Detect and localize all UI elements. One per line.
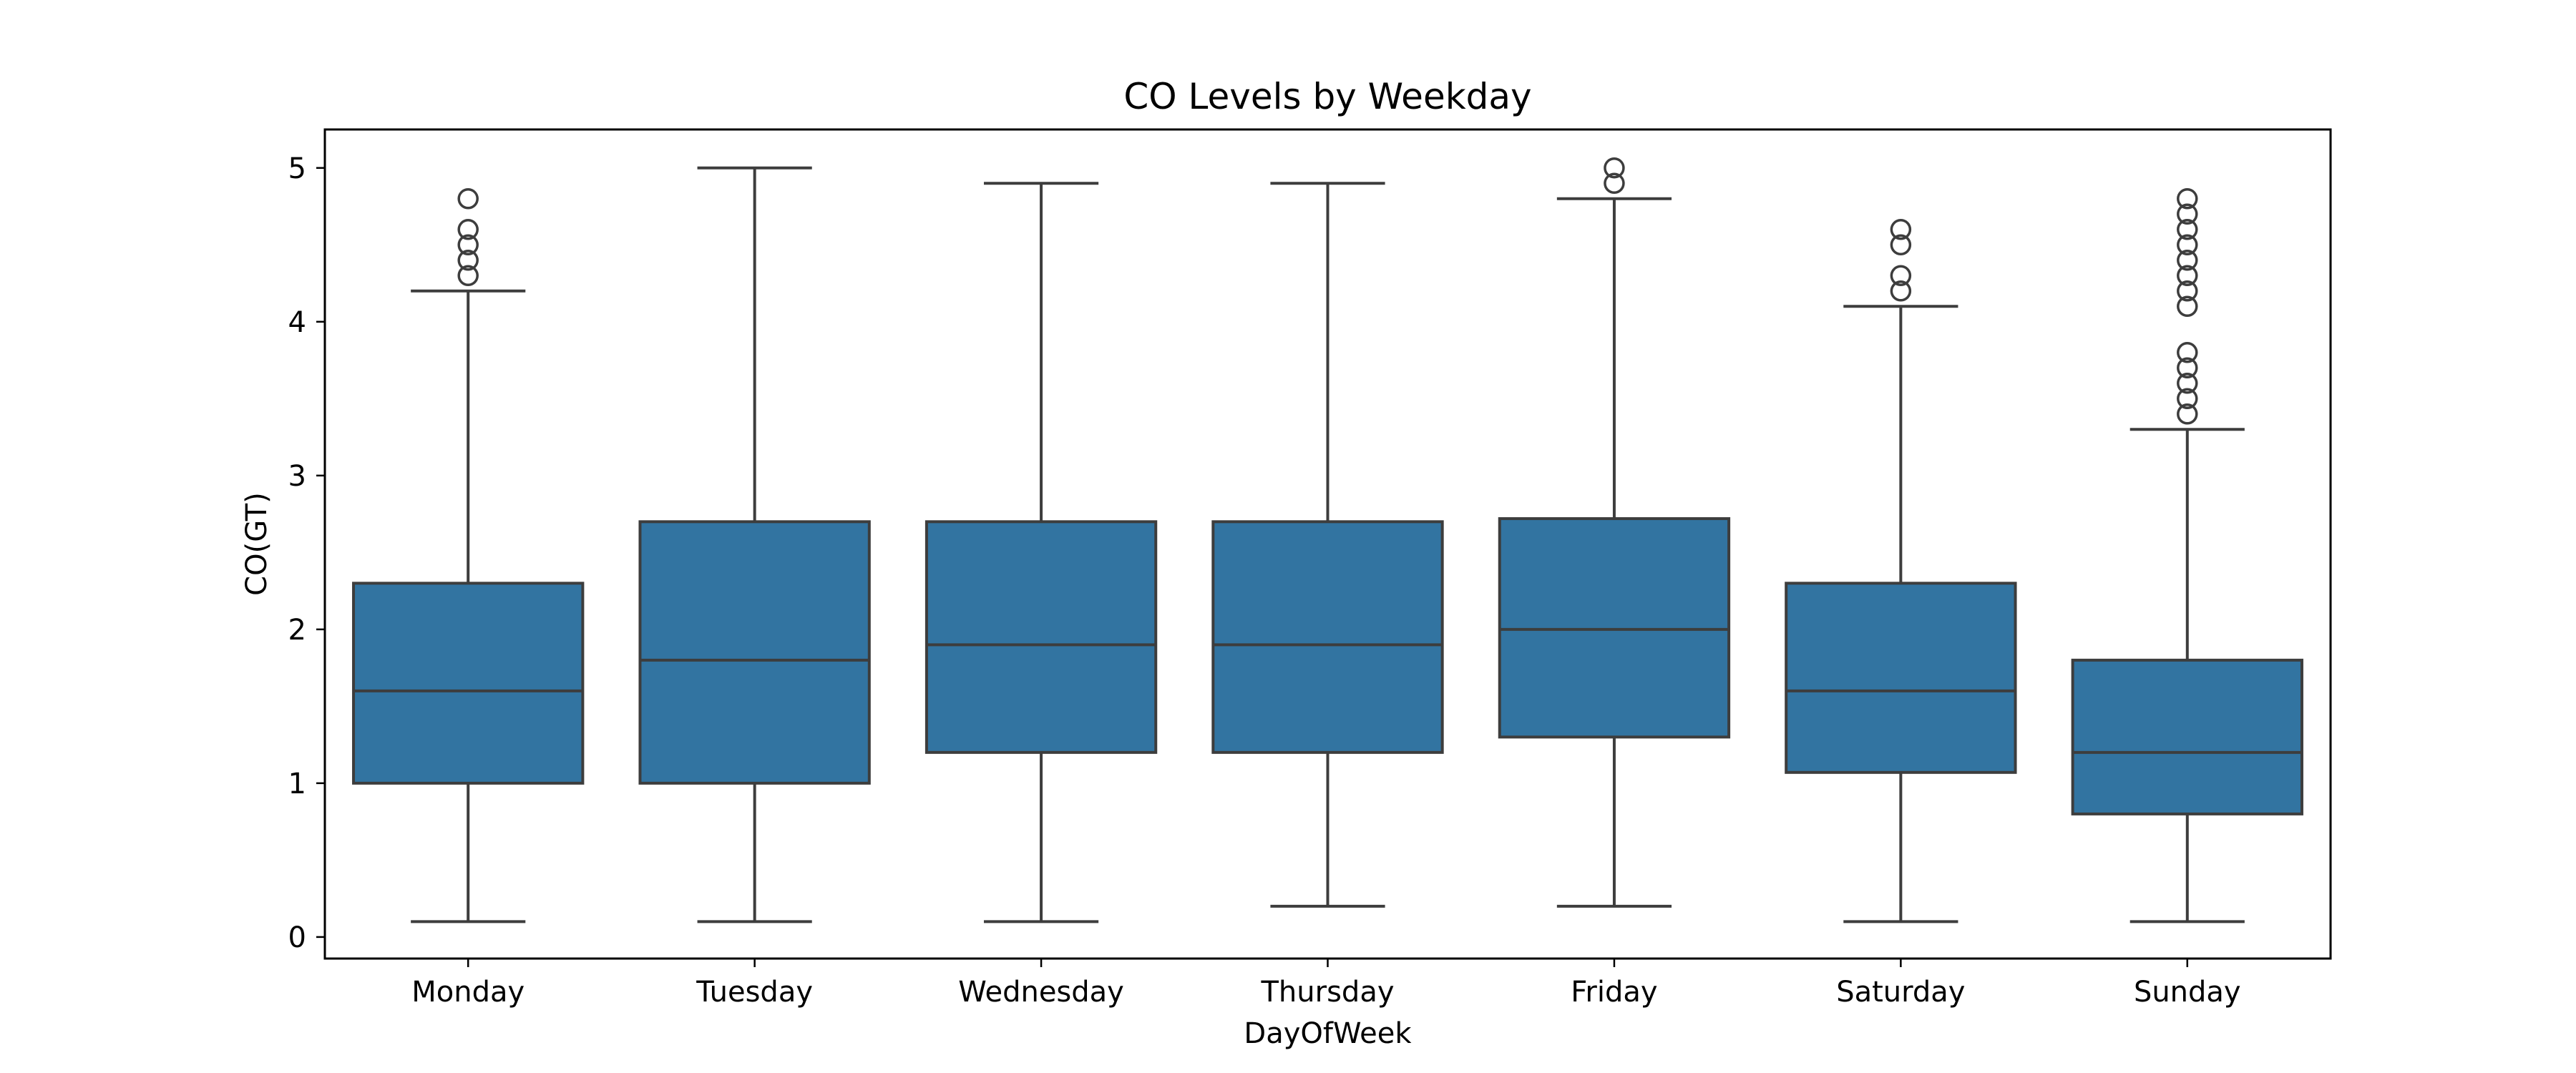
outlier-point <box>1604 157 1625 179</box>
x-tick-label: Thursday <box>1261 976 1395 1009</box>
outlier-point <box>1890 280 1912 302</box>
box-iqr <box>1211 520 1444 754</box>
box-group-friday <box>1498 157 1731 908</box>
box-iqr <box>352 582 585 785</box>
chart-title: CO Levels by Weekday <box>1123 76 1531 117</box>
box-group-thursday <box>1211 182 1444 908</box>
outlier-point <box>1890 234 1912 256</box>
outlier-point <box>2177 188 2198 210</box>
box-iqr <box>2071 658 2303 815</box>
x-axis-label: DayOfWeek <box>1244 1017 1412 1050</box>
outlier-point <box>2177 203 2198 225</box>
outlier-point <box>457 234 479 256</box>
y-tick-label: 4 <box>288 306 306 339</box>
x-tick-label: Sunday <box>2134 976 2241 1009</box>
x-tick-label: Wednesday <box>958 976 1124 1009</box>
outlier-point <box>2177 388 2198 410</box>
box-iqr <box>638 520 871 785</box>
box-iqr <box>924 520 1158 754</box>
box-iqr <box>1498 517 1731 739</box>
outlier-point <box>2177 219 2198 240</box>
plot-frame <box>323 128 2332 960</box>
outlier-point <box>2177 234 2198 256</box>
outlier-point <box>1604 172 1625 195</box>
outlier-point <box>457 265 479 287</box>
outlier-point <box>2177 403 2198 425</box>
outlier-point <box>1890 219 1912 240</box>
outlier-point <box>1890 265 1912 287</box>
y-tick-label: 3 <box>288 460 306 493</box>
x-tick-label: Friday <box>1571 976 1657 1009</box>
box-group-sunday <box>2071 188 2303 923</box>
outlier-point <box>2177 280 2198 302</box>
y-axis-label: CO(GT) <box>240 492 273 596</box>
box-group-tuesday <box>638 166 871 923</box>
outlier-point <box>2177 295 2198 318</box>
box-group-monday <box>352 188 585 923</box>
y-tick-label: 2 <box>288 614 306 647</box>
outlier-point <box>2177 373 2198 394</box>
outlier-point <box>2177 250 2198 271</box>
plot-area: 0 1 2 3 4 5 Monday Tuesday Wednesday Thursday Frid… <box>288 128 2332 1009</box>
outlier-point <box>457 219 479 240</box>
y-tick-label: 0 <box>288 921 306 954</box>
outlier-point <box>2177 357 2198 379</box>
box-iqr <box>1785 582 2017 774</box>
y-tick-label: 1 <box>288 768 306 800</box>
outlier-point <box>2177 342 2198 363</box>
outlier-point <box>2177 265 2198 287</box>
outlier-point <box>457 188 479 210</box>
x-tick-label: Monday <box>411 976 525 1009</box>
outlier-point <box>457 250 479 271</box>
box-group-saturday <box>1785 219 2017 923</box>
y-tick-label: 5 <box>288 152 306 185</box>
box-group-wednesday <box>924 182 1158 923</box>
x-tick-label: Saturday <box>1836 976 1965 1009</box>
x-tick-label: Tuesday <box>696 976 813 1009</box>
